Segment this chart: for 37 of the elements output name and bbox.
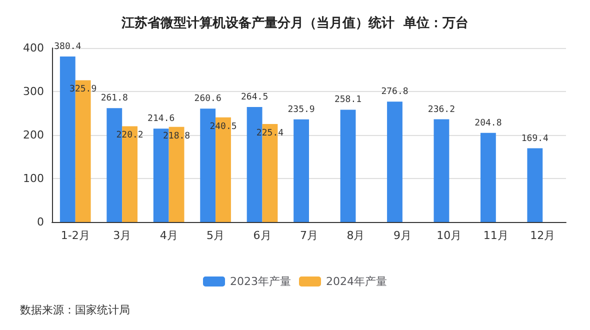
legend-label: 2023年产量 [230,275,292,288]
data-label: 264.5 [241,92,268,102]
x-tick-label: 7月 [300,229,318,242]
x-tick-label: 10月 [436,229,462,242]
data-label: 276.8 [381,87,408,98]
y-tick-label: 200 [23,128,44,142]
data-label: 261.8 [100,94,128,104]
data-label: 204.8 [474,118,502,128]
y-tick-label: 0 [37,216,44,228]
data-label: 380.4 [54,42,82,52]
data-label: 236.2 [428,104,456,115]
bar [340,110,356,222]
x-tick-label: 5月 [206,229,225,242]
x-tick-label: 6月 [253,229,272,242]
x-tick-label: 1-2月 [60,229,90,242]
x-tick-label: 3月 [113,229,132,242]
y-tick-label: 300 [23,85,44,98]
x-tick-label: 12月 [530,229,556,242]
y-tick-label: 100 [23,172,44,185]
x-tick-label: 9月 [393,229,412,242]
data-label: 258.1 [334,95,362,106]
bar [387,102,402,222]
data-label: 214.6 [148,114,175,124]
data-label: 235.9 [288,104,315,115]
legend-label: 2024年产量 [326,275,387,288]
x-tick-label: 11月 [483,229,508,242]
data-label: 169.4 [521,134,548,144]
x-tick-label: 8月 [346,229,365,242]
y-tick-label: 400 [23,42,44,54]
chart-title: 江苏省微型计算机设备产量分月（当月值）统计 单位：万台 [120,15,469,31]
data-label: 260.6 [194,94,222,104]
bar [294,119,309,222]
source-note: 数据来源：国家统计局 [20,304,130,316]
bar [527,148,543,222]
bar [434,119,450,222]
x-tick-label: 4月 [160,229,178,242]
bar [480,132,496,222]
